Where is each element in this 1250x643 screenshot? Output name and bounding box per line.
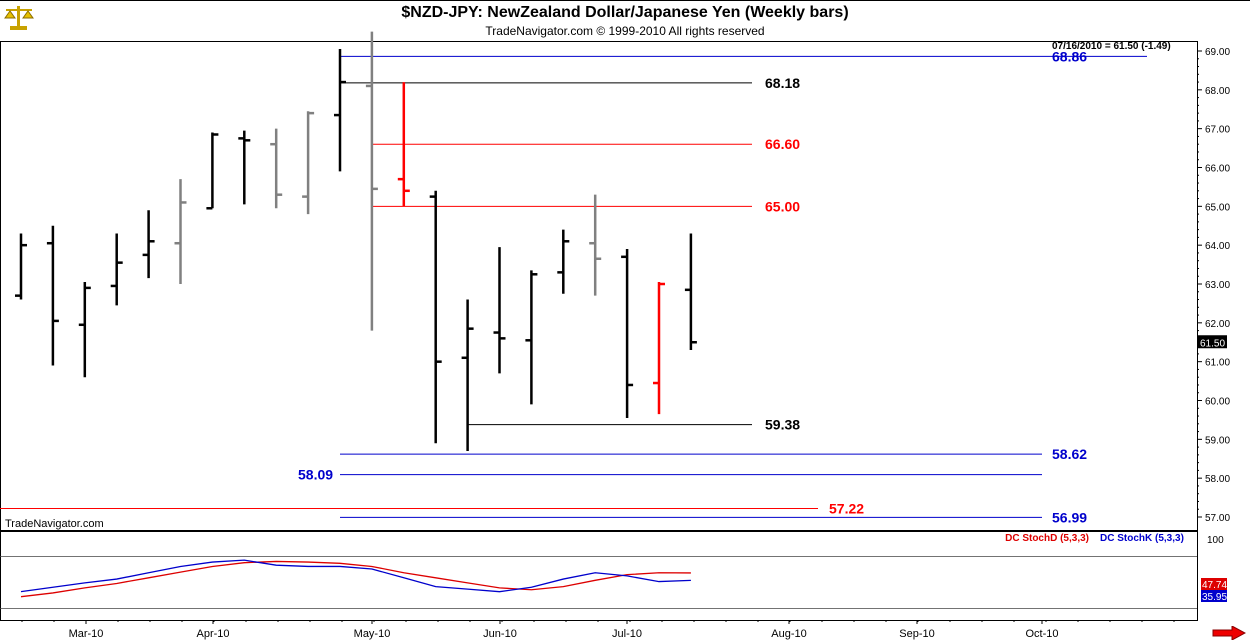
x-tick-label: Jun-10 xyxy=(483,628,517,640)
stoch-y-tick-label: 100 xyxy=(1207,535,1224,546)
last-price-tag xyxy=(1198,335,1227,349)
stoch-k-value-label: 35.95 xyxy=(1202,592,1227,603)
stoch-d-value-tag xyxy=(1201,578,1227,590)
level-label: 65.00 xyxy=(765,198,800,214)
level-label: 57.22 xyxy=(829,500,864,516)
y-tick-label: 67.00 xyxy=(1205,125,1230,136)
stoch-d-value-label: 47.74 xyxy=(1202,580,1227,591)
level-label: 56.99 xyxy=(1052,509,1087,525)
level-label: 68.18 xyxy=(765,75,800,91)
level-label: 58.62 xyxy=(1052,446,1087,462)
last-price-label: 61.50 xyxy=(1200,338,1225,349)
level-label: 58.09 xyxy=(298,467,333,483)
stoch-k-line xyxy=(20,559,691,593)
y-tick-label: 69.00 xyxy=(1205,47,1230,58)
stoch-k-value-tag xyxy=(1201,590,1227,602)
chart-title: $NZD-JPY: NewZealand Dollar/Japanese Yen… xyxy=(401,4,849,21)
y-tick-label: 63.00 xyxy=(1205,280,1230,291)
y-tick-label: 66.00 xyxy=(1205,164,1230,175)
x-tick-label: Aug-10 xyxy=(771,628,806,640)
y-tick-label: 64.00 xyxy=(1205,241,1230,252)
y-tick-label: 57.00 xyxy=(1205,513,1230,524)
stoch-d-line xyxy=(20,560,691,598)
price-panel-frame xyxy=(0,41,1198,531)
last-value-label: 07/16/2010 = 61.50 (-1.49) xyxy=(1052,41,1171,52)
stoch-k-legend: DC StochK (5,3,3) xyxy=(1100,533,1184,544)
level-label: 59.38 xyxy=(765,417,800,433)
level-label: 66.60 xyxy=(765,136,800,152)
watermark: TradeNavigator.com xyxy=(5,518,104,530)
y-tick-label: 59.00 xyxy=(1205,435,1230,446)
y-tick-label: 58.00 xyxy=(1205,474,1230,485)
scales-icon[interactable] xyxy=(2,2,36,32)
y-tick-label: 68.00 xyxy=(1205,86,1230,97)
level-label: 68.86 xyxy=(1052,48,1087,64)
x-tick-label: Apr-10 xyxy=(196,628,229,640)
x-tick-label: Sep-10 xyxy=(899,628,934,640)
x-tick-label: May-10 xyxy=(354,628,391,640)
right-arrow-icon[interactable] xyxy=(1212,626,1246,640)
x-tick-label: Oct-10 xyxy=(1025,628,1058,640)
y-tick-label: 65.00 xyxy=(1205,202,1230,213)
stoch-d-legend: DC StochD (5,3,3) xyxy=(1005,533,1089,544)
x-tick-label: Jul-10 xyxy=(612,628,642,640)
y-tick-label: 60.00 xyxy=(1205,397,1230,408)
x-tick-label: Mar-10 xyxy=(69,628,104,640)
y-tick-label: 62.00 xyxy=(1205,319,1230,330)
chart-subtitle: TradeNavigator.com © 1999-2010 All right… xyxy=(485,24,765,38)
stoch-panel-frame xyxy=(0,531,1198,621)
y-tick-label: 61.00 xyxy=(1205,358,1230,369)
